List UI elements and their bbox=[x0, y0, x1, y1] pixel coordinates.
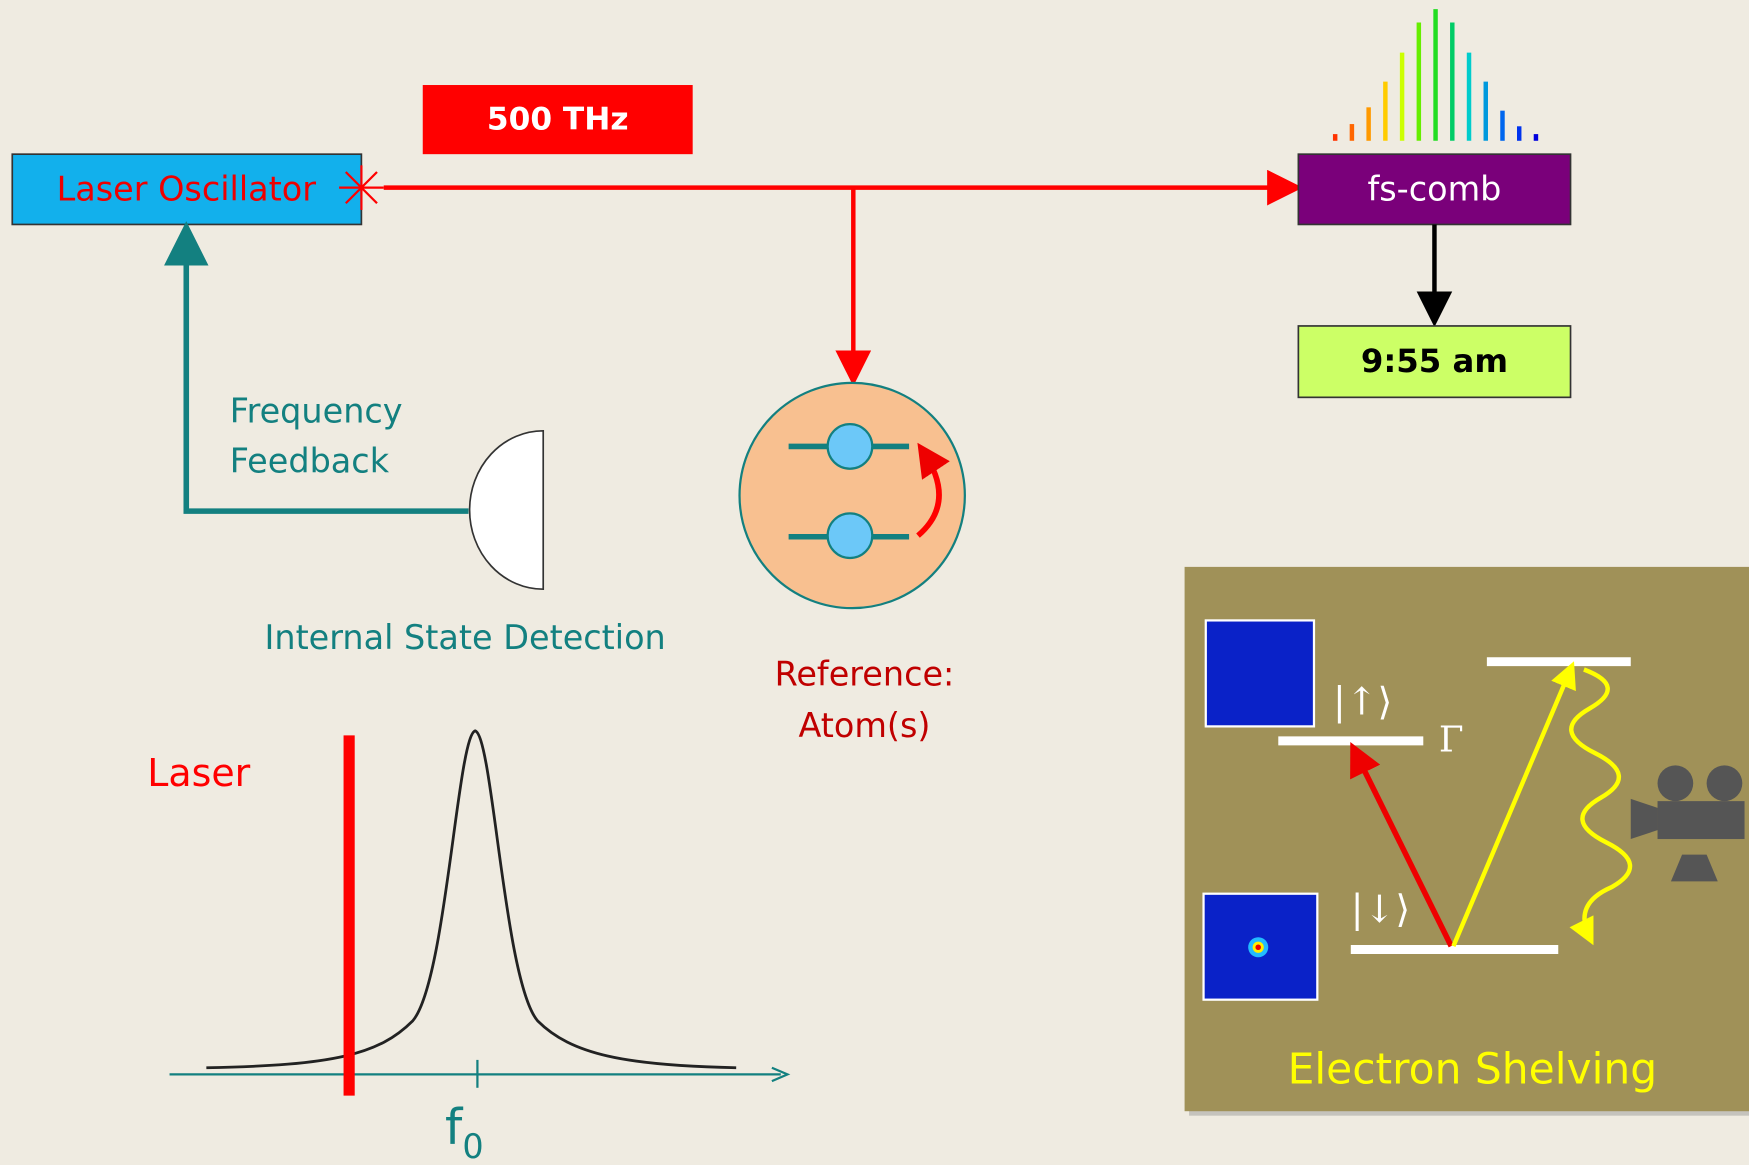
upper-state: |↑⟩ bbox=[1333, 680, 1392, 724]
frequency-label: 500 THz bbox=[487, 102, 629, 138]
dark-image bbox=[1206, 620, 1314, 726]
lower-state: |↓⟩ bbox=[1351, 887, 1410, 931]
diagram: 500 THz Laser Oscillator fs-comb 9:55 am… bbox=[0, 0, 1749, 1165]
atom-reference bbox=[740, 383, 965, 608]
shelving-title: Electron Shelving bbox=[1288, 1045, 1657, 1094]
comb-label: fs-comb bbox=[1367, 169, 1501, 208]
reference-label: Reference: bbox=[775, 655, 955, 694]
detection-label: Internal State Detection bbox=[265, 618, 666, 657]
center-symbol: f bbox=[445, 1098, 464, 1156]
laser-label: Laser bbox=[147, 751, 250, 795]
page: 500 THz Laser Oscillator fs-comb 9:55 am… bbox=[0, 0, 1749, 1165]
center-subscript: 0 bbox=[462, 1127, 483, 1165]
laser-oscillator-label: Laser Oscillator bbox=[57, 169, 317, 208]
feedback-label: Feedback bbox=[230, 442, 390, 481]
clock-label: 9:55 am bbox=[1361, 342, 1508, 380]
reference-label: Atom(s) bbox=[798, 706, 930, 745]
atom bbox=[828, 424, 873, 469]
feedback-label: Frequency bbox=[230, 391, 403, 430]
atom bbox=[828, 513, 873, 558]
ion-glow bbox=[1255, 944, 1261, 950]
linewidth-symbol: Γ bbox=[1439, 720, 1464, 761]
